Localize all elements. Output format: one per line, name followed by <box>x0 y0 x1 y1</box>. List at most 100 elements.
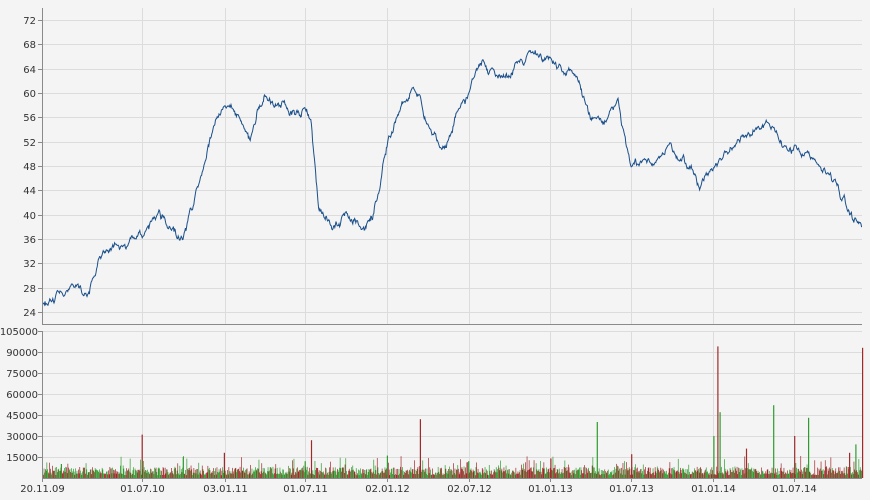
volume-bar <box>711 467 713 478</box>
volume-bar <box>346 474 348 478</box>
volume-bar <box>474 470 475 478</box>
volume-bar <box>394 474 396 478</box>
volume-bar <box>250 474 252 478</box>
volume-bar <box>661 468 663 478</box>
date-tick-label: 01.07.10 <box>120 484 165 495</box>
volume-bar <box>210 473 211 478</box>
volume-bar <box>236 469 238 478</box>
volume-bar <box>554 467 555 478</box>
volume-bar <box>659 472 660 478</box>
volume-bar <box>616 463 617 478</box>
volume-bar <box>253 469 255 478</box>
volume-bar <box>251 468 253 478</box>
volume-bar <box>130 472 132 478</box>
volume-bar <box>432 474 434 478</box>
volume-bar <box>120 465 121 478</box>
volume-bar <box>691 471 693 478</box>
volume-bar <box>745 468 746 478</box>
volume-bar <box>481 468 483 478</box>
volume-bar <box>577 470 578 478</box>
volume-bar <box>580 467 582 478</box>
volume-bar <box>840 473 841 478</box>
volume-bar <box>327 472 328 478</box>
volume-bar <box>369 469 370 478</box>
volume-bar <box>323 471 324 478</box>
volume-bar <box>789 472 791 478</box>
volume-bar <box>633 470 635 478</box>
volume-bar <box>205 473 207 478</box>
volume-bar <box>484 467 486 478</box>
volume-bar <box>133 467 134 478</box>
volume-bar <box>795 463 797 478</box>
volume-bar <box>843 473 844 478</box>
volume-spike-bar <box>808 417 810 478</box>
volume-bar <box>588 467 589 478</box>
volume-bar <box>684 472 685 478</box>
volume-bar <box>785 472 787 478</box>
volume-bar <box>388 462 389 478</box>
volume-bar <box>700 467 701 478</box>
volume-bar <box>446 470 448 478</box>
volume-bar <box>56 467 57 478</box>
volume-bar <box>751 467 753 478</box>
volume-bar <box>421 469 423 478</box>
volume-bar <box>563 472 564 478</box>
volume-bar <box>520 474 522 478</box>
volume-bar <box>809 471 811 478</box>
volume-bar <box>317 468 319 478</box>
volume-bar <box>583 467 585 478</box>
volume-bar <box>680 470 682 478</box>
volume-bar <box>351 470 353 478</box>
volume-bar <box>754 468 756 478</box>
volume-bar <box>359 470 361 478</box>
volume-bar <box>569 472 571 478</box>
volume-bar <box>395 469 397 478</box>
volume-bar <box>424 471 426 478</box>
volume-bar <box>577 468 579 478</box>
volume-bar <box>797 468 799 478</box>
volume-bar <box>798 468 799 478</box>
volume-bar <box>94 468 96 478</box>
volume-bar <box>533 467 534 478</box>
volume-bar <box>101 473 102 478</box>
volume-bar <box>687 474 689 478</box>
volume-bar <box>449 471 451 478</box>
volume-bar <box>663 471 665 478</box>
volume-bar <box>647 470 648 478</box>
volume-bar <box>747 468 748 478</box>
volume-bar <box>820 461 822 478</box>
volume-bar <box>203 470 204 478</box>
volume-bar <box>752 470 753 478</box>
volume-bar <box>782 471 783 478</box>
volume-bar <box>346 470 347 478</box>
volume-bar <box>551 469 552 478</box>
volume-bar <box>401 469 403 478</box>
volume-bar <box>63 470 64 478</box>
volume-bar <box>347 474 349 478</box>
volume-bar <box>590 473 592 478</box>
volume-bar <box>670 473 671 478</box>
volume-bar <box>506 473 508 478</box>
volume-bar <box>665 473 666 478</box>
volume-bar <box>159 468 160 478</box>
volume-bar <box>131 473 133 478</box>
volume-bar <box>815 474 817 478</box>
volume-bar <box>43 468 45 478</box>
volume-bar <box>827 474 828 478</box>
volume-bar <box>816 475 818 478</box>
volume-bar <box>64 471 66 478</box>
volume-bar <box>652 468 654 478</box>
volume-bar <box>380 472 382 478</box>
volume-bar <box>108 474 110 478</box>
volume-bar <box>96 469 97 478</box>
volume-bar <box>113 473 115 478</box>
volume-bar <box>104 473 106 478</box>
volume-bar <box>741 468 743 478</box>
volume-bar <box>301 468 302 478</box>
volume-bar <box>619 468 621 478</box>
volume-bar <box>168 474 169 478</box>
volume-bar <box>238 468 239 478</box>
volume-bar <box>362 469 363 478</box>
volume-bar <box>617 465 618 478</box>
volume-bar <box>164 474 165 478</box>
